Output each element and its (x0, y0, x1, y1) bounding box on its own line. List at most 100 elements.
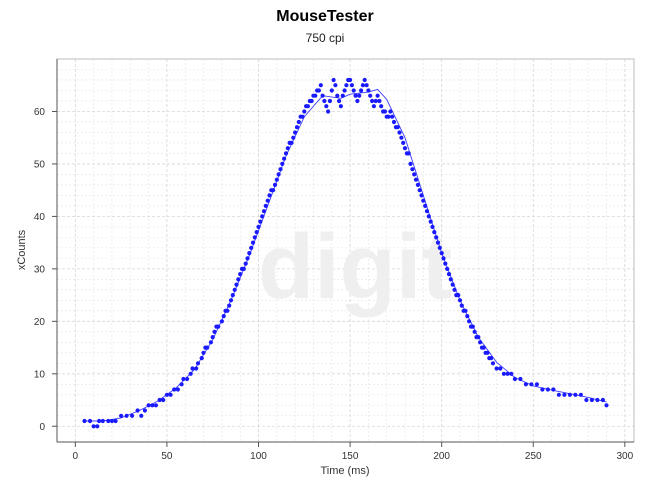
data-point (333, 83, 338, 88)
data-point (205, 345, 210, 350)
data-point (142, 408, 147, 413)
data-point (313, 93, 318, 98)
data-point (595, 397, 600, 403)
data-point (428, 219, 433, 224)
data-point (467, 319, 472, 324)
data-point (119, 413, 124, 418)
data-point (305, 104, 310, 109)
data-point (446, 272, 452, 277)
data-point (439, 251, 444, 256)
data-point (406, 151, 411, 156)
data-point (448, 277, 453, 282)
data-point (256, 224, 261, 229)
data-point (534, 382, 540, 387)
data-point (489, 356, 494, 361)
data-point (408, 161, 413, 166)
data-point (434, 235, 439, 240)
data-point (236, 277, 241, 282)
data-point (263, 203, 268, 208)
data-point (296, 119, 301, 125)
data-point (413, 177, 419, 182)
data-point (362, 77, 367, 83)
data-point (366, 88, 371, 93)
y-tick-label: 40 (34, 212, 46, 223)
data-point (260, 214, 265, 219)
data-point (397, 130, 402, 135)
data-point (261, 209, 267, 214)
data-point (135, 408, 140, 413)
data-point (391, 119, 397, 125)
data-point (478, 340, 483, 345)
data-point (201, 350, 206, 355)
data-point (322, 98, 327, 104)
data-point (509, 371, 514, 376)
data-point (390, 114, 395, 119)
data-point (221, 314, 226, 319)
data-point (578, 392, 584, 397)
data-point (326, 109, 331, 114)
data-point (210, 335, 215, 340)
data-point (545, 387, 551, 392)
data-point (373, 98, 378, 104)
x-tick-label: 0 (73, 451, 79, 462)
data-point (423, 203, 428, 208)
data-point (518, 376, 523, 382)
data-point (426, 214, 431, 219)
data-point (250, 240, 256, 245)
data-point (529, 382, 534, 387)
data-point (337, 98, 342, 104)
data-point (258, 219, 263, 224)
data-point (282, 156, 287, 161)
x-tick-label: 250 (525, 451, 542, 462)
data-point (430, 224, 435, 229)
data-point (424, 209, 430, 214)
data-point (168, 392, 173, 397)
data-point (164, 392, 169, 397)
y-tick-label: 10 (34, 369, 46, 380)
data-point (377, 98, 382, 104)
data-point (188, 371, 193, 376)
data-point (353, 93, 358, 98)
data-point (410, 167, 415, 172)
data-point (485, 350, 490, 355)
data-point (412, 172, 417, 177)
plot-area (57, 59, 634, 442)
x-tick-label: 100 (250, 451, 267, 462)
data-point (351, 88, 356, 93)
data-point (199, 356, 204, 361)
watermark: digit (258, 216, 452, 318)
x-axis-label: Time (ms) (320, 465, 369, 477)
data-point (249, 245, 254, 250)
data-point (417, 188, 422, 193)
data-point (274, 177, 279, 182)
data-point (228, 298, 234, 303)
data-point (419, 193, 424, 198)
data-point (175, 387, 180, 392)
data-point (472, 329, 477, 334)
data-point (227, 303, 232, 308)
data-point (386, 114, 391, 119)
data-point (443, 261, 448, 266)
data-point (300, 114, 305, 119)
data-point (289, 140, 294, 145)
data-point (276, 172, 281, 177)
data-point (382, 109, 387, 114)
data-point (457, 298, 463, 303)
data-point (600, 397, 606, 403)
data-point (348, 77, 353, 83)
data-point (364, 83, 369, 88)
data-point (379, 104, 384, 109)
data-point (254, 230, 259, 235)
data-point (124, 413, 129, 418)
data-point (388, 109, 393, 114)
data-point (271, 188, 276, 193)
data-point (567, 392, 573, 397)
data-point (368, 93, 373, 98)
data-point (437, 245, 442, 250)
data-point (320, 93, 325, 98)
data-point (349, 83, 354, 88)
data-point (190, 366, 195, 371)
data-point (490, 361, 496, 366)
data-point (194, 366, 199, 371)
